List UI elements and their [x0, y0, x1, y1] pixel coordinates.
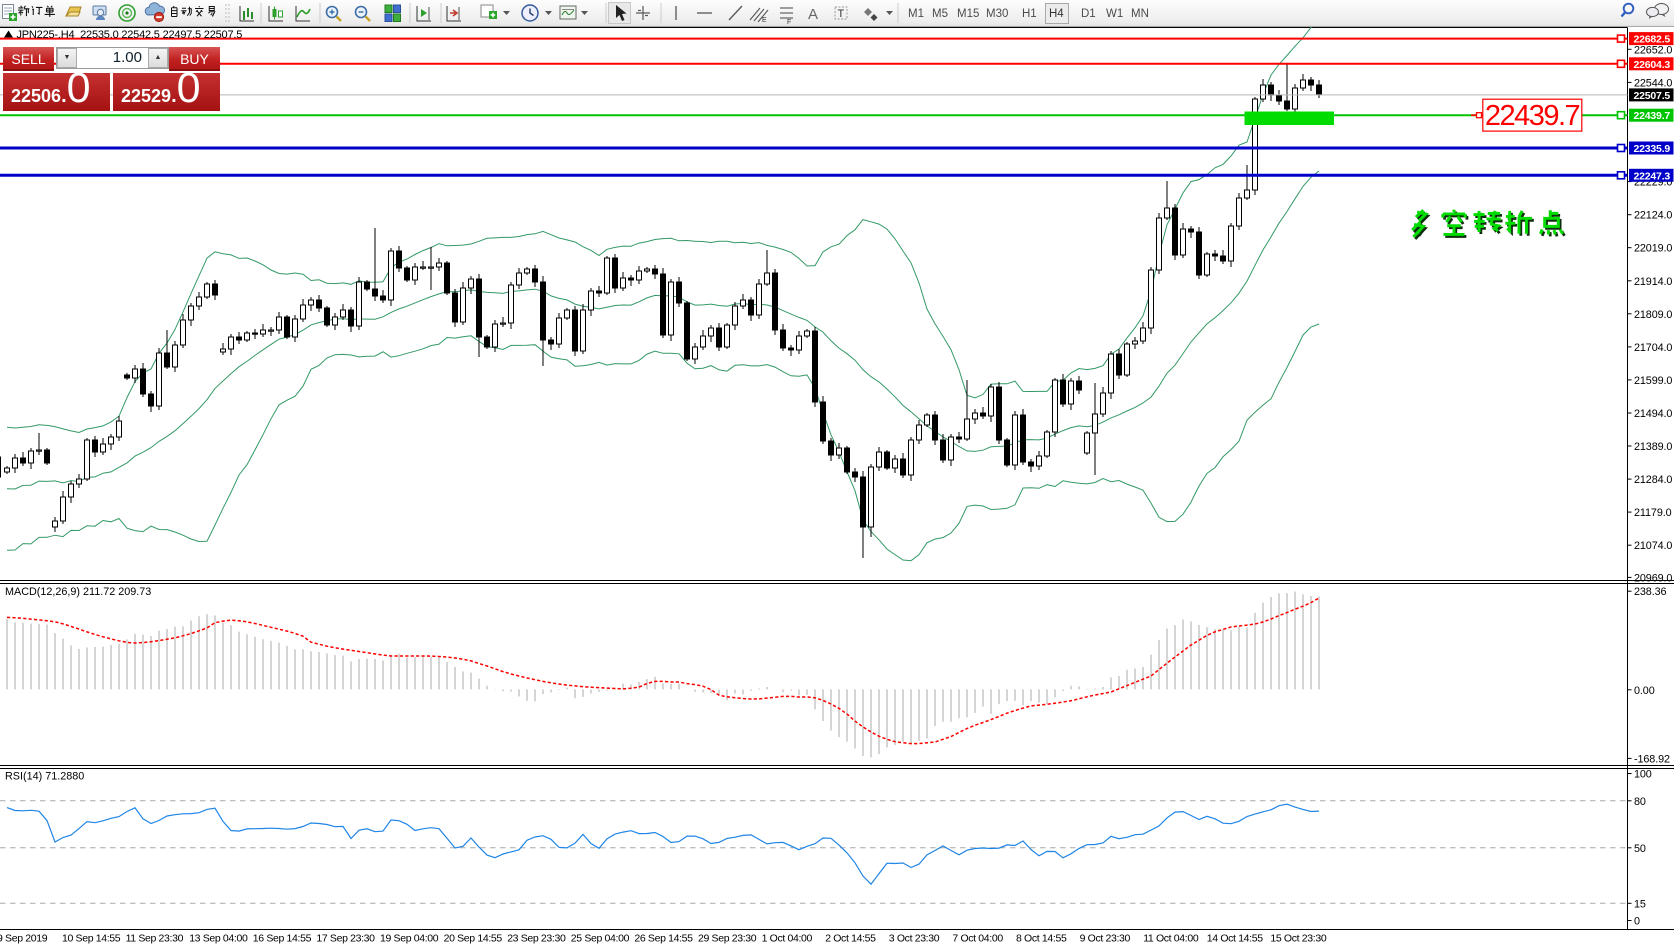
- svg-text:22604.3: 22604.3: [1634, 59, 1671, 71]
- svg-text:JPN225-.H4 22535.0 22542.5 22: JPN225-.H4 22535.0 22542.5 22497.5 22507…: [17, 29, 243, 41]
- svg-text:W1: W1: [1106, 8, 1123, 20]
- svg-text:T: T: [838, 8, 845, 20]
- svg-text:100: 100: [1634, 769, 1652, 781]
- svg-text:11 Oct 04:00: 11 Oct 04:00: [1143, 933, 1199, 945]
- svg-text:7 Oct 04:00: 7 Oct 04:00: [952, 933, 1003, 945]
- svg-text:MN: MN: [1131, 8, 1149, 20]
- svg-text:22439.7: 22439.7: [1485, 100, 1580, 132]
- svg-text:80: 80: [1634, 796, 1646, 808]
- svg-text:2 Oct 14:55: 2 Oct 14:55: [825, 933, 876, 945]
- svg-text:RSI(14) 71.2880: RSI(14) 71.2880: [5, 771, 84, 783]
- svg-text:22439.7: 22439.7: [1634, 110, 1671, 122]
- svg-text:F: F: [787, 19, 791, 26]
- svg-text:0.00: 0.00: [1634, 685, 1655, 697]
- svg-text:23 Sep 23:30: 23 Sep 23:30: [507, 933, 566, 945]
- svg-text:17 Sep 23:30: 17 Sep 23:30: [316, 933, 375, 945]
- svg-text:15: 15: [1634, 898, 1646, 910]
- svg-text:M5: M5: [932, 8, 948, 20]
- svg-text:22652.0: 22652.0: [1634, 44, 1672, 56]
- svg-text:21074.0: 21074.0: [1634, 540, 1672, 552]
- svg-text:22544.0: 22544.0: [1634, 77, 1672, 89]
- svg-text:238.36: 238.36: [1634, 586, 1667, 598]
- svg-text:1 Oct 04:00: 1 Oct 04:00: [762, 933, 813, 945]
- svg-text:-168.92: -168.92: [1634, 753, 1670, 765]
- svg-text:21284.0: 21284.0: [1634, 474, 1672, 486]
- svg-text:H4: H4: [1049, 8, 1064, 20]
- svg-text:10 Sep 14:55: 10 Sep 14:55: [62, 933, 121, 945]
- svg-text:21914.0: 21914.0: [1634, 276, 1672, 288]
- svg-text:9 Sep 2019: 9 Sep 2019: [0, 933, 48, 945]
- svg-text:13 Sep 04:00: 13 Sep 04:00: [189, 933, 248, 945]
- svg-text:21599.0: 21599.0: [1634, 375, 1672, 387]
- svg-text:A: A: [808, 6, 818, 23]
- svg-text:26 Sep 14:55: 26 Sep 14:55: [634, 933, 693, 945]
- svg-text:H1: H1: [1022, 8, 1037, 20]
- svg-text:22335.9: 22335.9: [1634, 143, 1671, 155]
- svg-text:16 Sep 14:55: 16 Sep 14:55: [253, 933, 312, 945]
- svg-text:11 Sep 23:30: 11 Sep 23:30: [126, 933, 184, 945]
- svg-text:22507.5: 22507.5: [1634, 90, 1671, 102]
- svg-text:21389.0: 21389.0: [1634, 441, 1672, 453]
- svg-text:19 Sep 04:00: 19 Sep 04:00: [380, 933, 439, 945]
- svg-text:15 Oct 23:30: 15 Oct 23:30: [1270, 933, 1326, 945]
- svg-text:22682.5: 22682.5: [1634, 34, 1671, 46]
- svg-text:21179.0: 21179.0: [1634, 507, 1672, 519]
- svg-text:8 Oct 14:55: 8 Oct 14:55: [1016, 933, 1067, 945]
- svg-text:9 Oct 23:30: 9 Oct 23:30: [1080, 933, 1131, 945]
- svg-text:21704.0: 21704.0: [1634, 342, 1672, 354]
- svg-text:M1: M1: [908, 8, 924, 20]
- svg-text:0: 0: [1634, 916, 1640, 928]
- svg-text:50: 50: [1634, 843, 1646, 855]
- svg-text:M15: M15: [957, 8, 979, 20]
- svg-text:14 Oct 14:55: 14 Oct 14:55: [1207, 933, 1263, 945]
- svg-text:D1: D1: [1081, 8, 1096, 20]
- svg-text:21494.0: 21494.0: [1634, 408, 1672, 420]
- svg-text:22247.3: 22247.3: [1634, 170, 1671, 182]
- svg-text:25 Sep 04:00: 25 Sep 04:00: [571, 933, 630, 945]
- svg-text:MACD(12,26,9) 211.72 209.73: MACD(12,26,9) 211.72 209.73: [5, 586, 151, 598]
- svg-text:20969.0: 20969.0: [1634, 572, 1672, 584]
- svg-text:M30: M30: [986, 8, 1008, 20]
- svg-text:21809.0: 21809.0: [1634, 309, 1672, 321]
- svg-text:22124.0: 22124.0: [1634, 210, 1672, 222]
- svg-text:20 Sep 14:55: 20 Sep 14:55: [444, 933, 503, 945]
- svg-text:22019.0: 22019.0: [1634, 243, 1672, 255]
- svg-text:3 Oct 23:30: 3 Oct 23:30: [889, 933, 940, 945]
- svg-text:29 Sep 23:30: 29 Sep 23:30: [698, 933, 757, 945]
- svg-text:E: E: [762, 17, 767, 24]
